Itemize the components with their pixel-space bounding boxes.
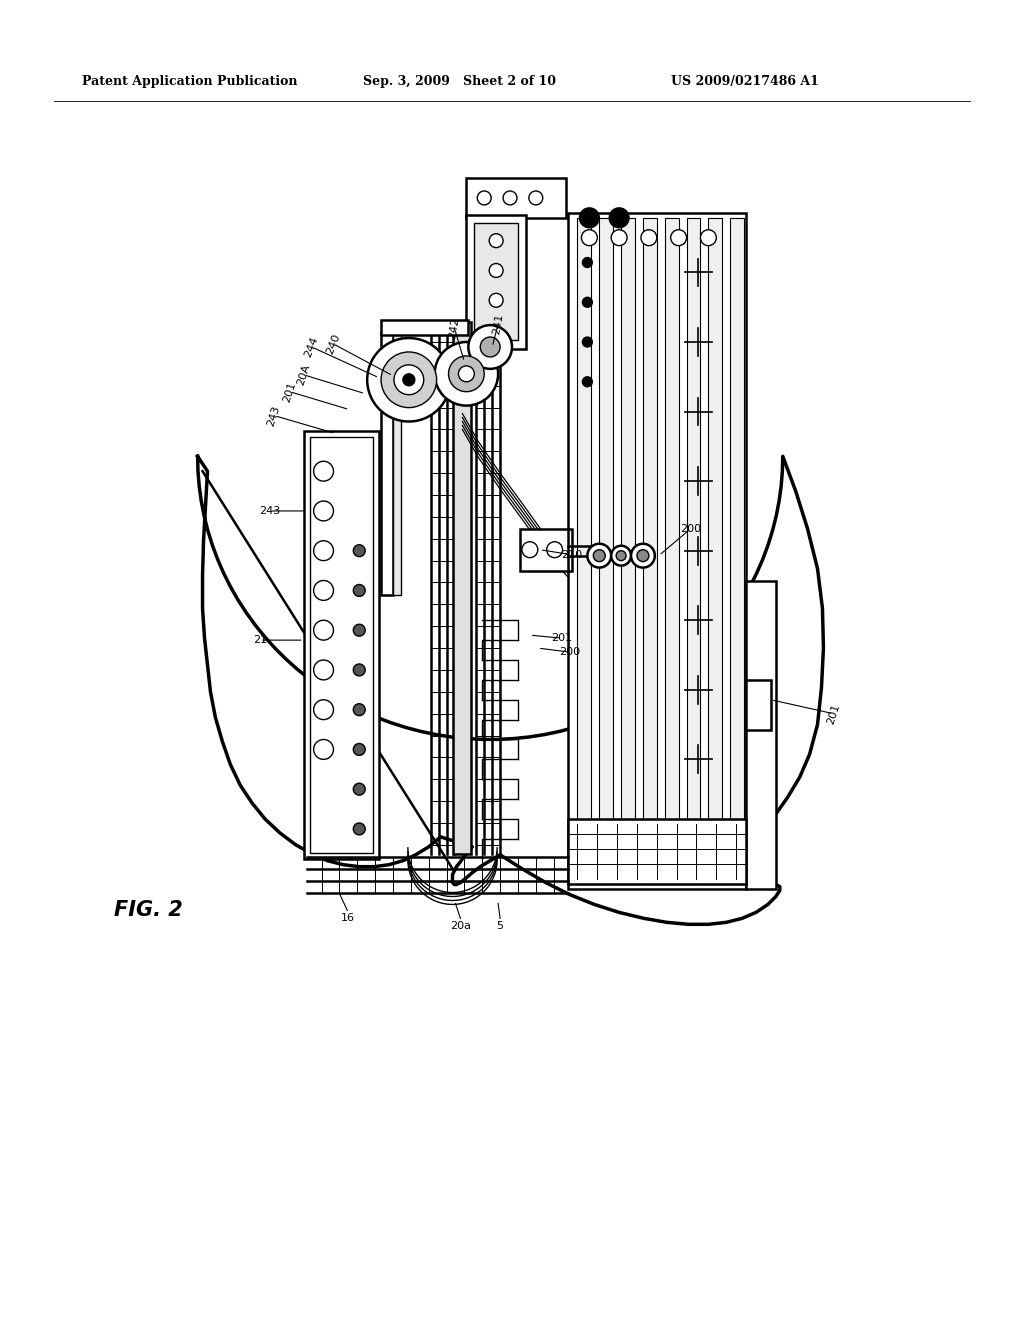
- Bar: [520, 529, 571, 570]
- Circle shape: [637, 549, 649, 561]
- Circle shape: [353, 743, 366, 755]
- Text: 21: 21: [253, 635, 267, 645]
- Bar: [454, 322, 471, 854]
- Bar: [466, 215, 526, 348]
- Circle shape: [583, 376, 592, 387]
- Bar: [746, 581, 776, 888]
- Text: 244: 244: [303, 335, 321, 359]
- Text: 5: 5: [497, 921, 504, 932]
- Circle shape: [528, 191, 543, 205]
- Bar: [309, 437, 373, 853]
- Circle shape: [616, 550, 626, 561]
- Circle shape: [611, 230, 627, 246]
- Bar: [709, 218, 722, 883]
- Bar: [643, 218, 656, 883]
- Circle shape: [631, 544, 654, 568]
- Circle shape: [547, 541, 562, 557]
- Circle shape: [394, 364, 424, 395]
- Text: Sep. 3, 2009   Sheet 2 of 10: Sep. 3, 2009 Sheet 2 of 10: [364, 75, 556, 88]
- Bar: [622, 218, 635, 883]
- Circle shape: [611, 545, 631, 565]
- Circle shape: [671, 230, 686, 246]
- Circle shape: [480, 337, 500, 356]
- Text: 201: 201: [551, 634, 572, 643]
- Circle shape: [609, 207, 629, 228]
- Circle shape: [489, 234, 503, 248]
- Circle shape: [588, 544, 611, 568]
- Text: 241: 241: [492, 313, 505, 335]
- Bar: [466, 178, 565, 218]
- Text: 201: 201: [282, 380, 298, 404]
- Text: Patent Application Publication: Patent Application Publication: [82, 75, 297, 88]
- Bar: [304, 432, 379, 859]
- Bar: [686, 218, 700, 883]
- Circle shape: [313, 502, 334, 521]
- Text: FIG. 2: FIG. 2: [114, 900, 182, 920]
- Circle shape: [368, 338, 451, 421]
- Bar: [578, 218, 591, 883]
- Circle shape: [583, 257, 592, 268]
- Circle shape: [580, 207, 599, 228]
- Circle shape: [353, 783, 366, 795]
- Circle shape: [583, 337, 592, 347]
- Text: 200: 200: [680, 524, 701, 533]
- Bar: [730, 218, 744, 883]
- Text: US 2009/0217486 A1: US 2009/0217486 A1: [671, 75, 818, 88]
- Circle shape: [477, 191, 492, 205]
- Circle shape: [353, 664, 366, 676]
- Circle shape: [313, 581, 334, 601]
- Circle shape: [489, 264, 503, 277]
- Bar: [567, 818, 746, 883]
- Text: 240: 240: [325, 333, 342, 355]
- Circle shape: [353, 585, 366, 597]
- Bar: [381, 321, 468, 335]
- Circle shape: [468, 325, 512, 368]
- Text: 243: 243: [266, 404, 282, 428]
- Bar: [746, 680, 771, 730]
- Circle shape: [449, 356, 484, 392]
- Bar: [599, 218, 613, 883]
- Circle shape: [313, 461, 334, 480]
- Text: 210: 210: [561, 549, 582, 560]
- Circle shape: [353, 624, 366, 636]
- Circle shape: [503, 191, 517, 205]
- Circle shape: [522, 541, 538, 557]
- Circle shape: [313, 660, 334, 680]
- Bar: [567, 213, 746, 888]
- Circle shape: [700, 230, 717, 246]
- Bar: [393, 333, 401, 595]
- Circle shape: [459, 366, 474, 381]
- Circle shape: [313, 700, 334, 719]
- Circle shape: [313, 541, 334, 561]
- Circle shape: [583, 297, 592, 308]
- Circle shape: [353, 545, 366, 557]
- Circle shape: [313, 739, 334, 759]
- Text: 20A: 20A: [296, 363, 312, 387]
- Bar: [381, 333, 393, 595]
- Text: 20a: 20a: [450, 921, 471, 932]
- Circle shape: [641, 230, 656, 246]
- Circle shape: [353, 704, 366, 715]
- Circle shape: [402, 374, 415, 385]
- Bar: [474, 223, 518, 341]
- Text: 242: 242: [447, 317, 461, 339]
- Circle shape: [593, 549, 605, 561]
- Circle shape: [489, 293, 503, 308]
- Text: 201: 201: [825, 702, 842, 725]
- Circle shape: [434, 342, 498, 405]
- Text: 16: 16: [340, 913, 354, 924]
- Circle shape: [313, 620, 334, 640]
- Text: 200: 200: [559, 647, 580, 657]
- Circle shape: [582, 230, 597, 246]
- Circle shape: [381, 352, 436, 408]
- Bar: [665, 218, 679, 883]
- Circle shape: [353, 822, 366, 834]
- Text: 243: 243: [259, 506, 281, 516]
